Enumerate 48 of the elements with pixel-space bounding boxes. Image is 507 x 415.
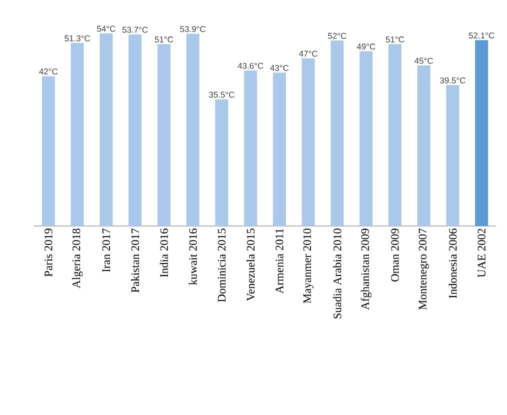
x-tick-label: Paris 2019 xyxy=(44,228,52,277)
bar xyxy=(446,85,460,226)
x-tick-label: Venezuela 2015 xyxy=(246,228,255,301)
x-tick-label: Iran 2017 xyxy=(102,228,110,272)
x-tick-label: Dominicia 2015 xyxy=(218,228,226,302)
bar xyxy=(70,43,84,226)
data-label: 51.3°C xyxy=(64,35,90,42)
data-label: 35.5°C xyxy=(209,92,234,98)
bar xyxy=(330,40,344,226)
bar xyxy=(360,51,373,226)
data-label: 54°C xyxy=(97,26,116,32)
data-label: 43°C xyxy=(270,64,289,71)
bar xyxy=(100,33,113,226)
x-tick-label: Mayanmer 2010 xyxy=(303,228,314,304)
x-tick-label: Afghanistan 2009 xyxy=(360,228,372,310)
bar xyxy=(417,66,430,226)
bar xyxy=(272,72,286,226)
bar xyxy=(128,34,142,226)
bar xyxy=(186,34,200,226)
bar xyxy=(302,58,315,226)
data-label: 51°C xyxy=(386,36,404,42)
data-label: 47°C xyxy=(299,50,318,57)
data-label: 49°C xyxy=(356,44,376,50)
x-tick-label: Montenegro 2007 xyxy=(418,228,429,310)
data-label: 43.6°C xyxy=(238,62,264,69)
bar xyxy=(244,70,258,226)
x-tick-label: Indonesia 2006 xyxy=(448,228,457,298)
x-tick-label: India 2016 xyxy=(160,228,168,278)
x-tick-label: Algeria 2018 xyxy=(72,228,83,288)
bar xyxy=(42,76,55,226)
data-label: 51°C xyxy=(154,36,174,42)
data-label: 53.7°C xyxy=(122,26,148,33)
data-label: 52°C xyxy=(328,32,346,39)
data-label: 52.1°C xyxy=(468,32,494,38)
x-tick-label: kuwait 2016 xyxy=(188,228,197,285)
data-label: 42°C xyxy=(39,68,58,75)
x-tick-label: Armenia 2011 xyxy=(276,228,284,294)
data-label: 45°C xyxy=(414,58,433,64)
x-tick-label: Oman 2009 xyxy=(391,228,399,282)
bar xyxy=(475,40,488,226)
x-tick-label: Suadia Arabia 2010 xyxy=(333,228,342,318)
x-tick-label: Pakistan 2017 xyxy=(131,228,140,292)
x-tick-label: UAE 2002 xyxy=(478,228,486,278)
bar xyxy=(215,99,228,226)
data-label: 39.5°C xyxy=(440,77,466,84)
bar xyxy=(157,44,170,226)
bar xyxy=(388,44,402,226)
data-label: 53.9°C xyxy=(180,26,206,32)
